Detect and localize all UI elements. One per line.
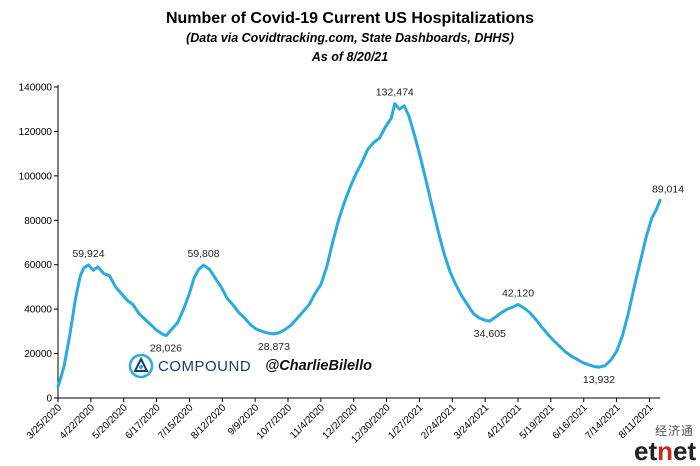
x-tick-label: 7/14/2021	[583, 402, 623, 442]
etnet-watermark: 经济通 etnet	[634, 422, 697, 466]
data-label: 132,474	[376, 87, 414, 99]
watermark-cn: 经济通	[654, 424, 694, 438]
x-tick-label: 8/12/2020	[189, 402, 229, 442]
y-tick-label: 0	[46, 394, 52, 405]
data-label: 34,605	[474, 328, 506, 340]
as-of-date: As of 8/20/21	[311, 50, 389, 64]
data-label: 42,120	[502, 287, 534, 299]
chart-title: Number of Covid-19 Current US Hospitaliz…	[165, 10, 535, 27]
data-label: 59,808	[187, 248, 219, 260]
hospitalizations-series-line	[56, 102, 662, 389]
y-tick-label: 60000	[24, 260, 52, 271]
data-label: 28,873	[258, 341, 290, 353]
watermark-en-suffix: et	[673, 436, 697, 466]
data-label: 28,026	[150, 343, 182, 355]
watermark-en-prefix: et	[634, 436, 658, 466]
brand-name: COMPOUND	[158, 357, 252, 375]
y-tick-label: 100000	[19, 171, 53, 182]
chart-subtitle: (Data via Covidtracking.com, State Dashb…	[186, 31, 514, 45]
chart-title-block: Number of Covid-19 Current US Hospitaliz…	[0, 8, 700, 67]
x-tick-label: 10/7/2020	[255, 402, 295, 442]
y-tick-label: 40000	[24, 305, 52, 316]
y-tick-label: 140000	[19, 83, 53, 94]
y-tick-label: 120000	[19, 127, 53, 138]
watermark-en-accent: n	[657, 436, 674, 466]
compound-brand: COMPOUND @CharlieBilello	[128, 353, 372, 379]
y-tick-label: 80000	[24, 216, 52, 227]
data-label: 89,014	[652, 183, 684, 195]
compound-logo-icon	[128, 353, 154, 379]
brand-handle: @CharlieBilello	[265, 358, 372, 374]
y-tick-label: 20000	[24, 349, 52, 360]
data-label: 59,924	[72, 248, 104, 260]
watermark-en: etnet	[634, 436, 697, 466]
data-label: 13,932	[583, 374, 615, 386]
